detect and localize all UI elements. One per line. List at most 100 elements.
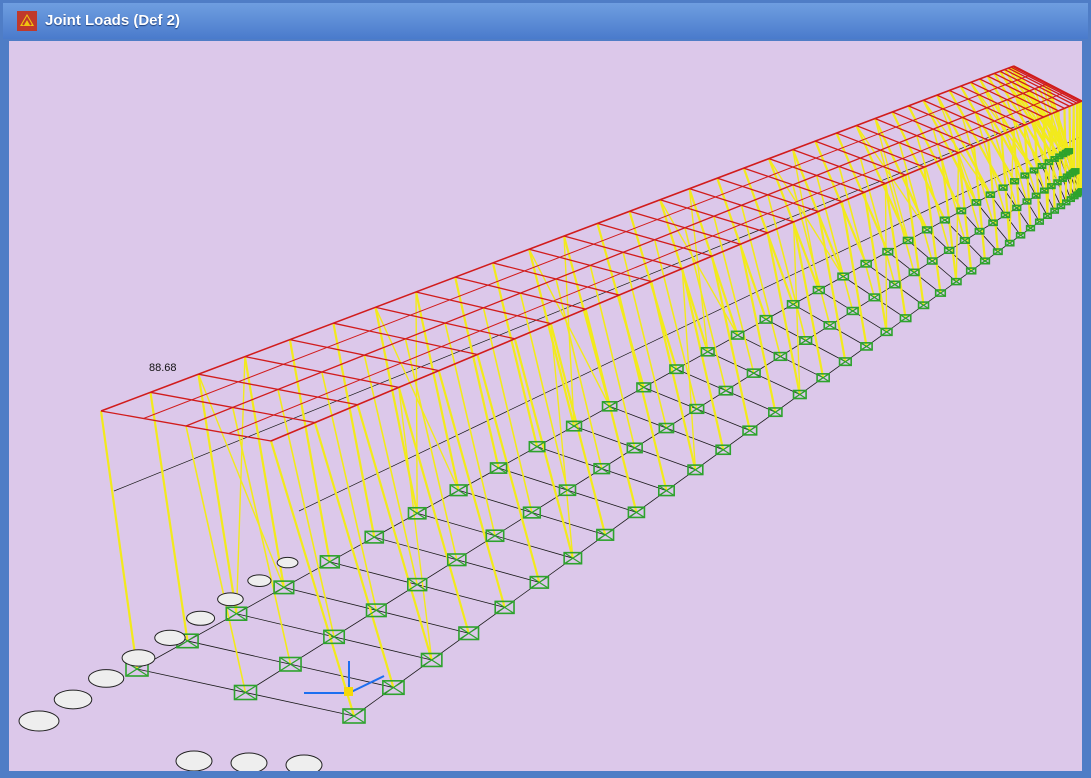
support-symbol: [1010, 178, 1020, 185]
support-symbol-diagonal: [596, 529, 614, 541]
support-symbol: [657, 484, 675, 497]
column: [792, 184, 831, 326]
support-symbol-diagonal: [813, 286, 825, 294]
support-symbol: [279, 656, 302, 672]
x-brace: [235, 356, 246, 614]
column: [99, 410, 139, 670]
support-symbol: [596, 528, 615, 541]
support-symbol-diagonal: [447, 553, 467, 567]
support-symbol: [593, 462, 611, 475]
column: [840, 201, 868, 347]
support-symbol: [998, 184, 1008, 191]
support-symbol-diagonal: [563, 552, 582, 565]
support-symbol: [563, 551, 583, 565]
grid-bubble: [285, 754, 323, 771]
structural-model-3d[interactable]: 88.68: [9, 41, 1082, 771]
support-symbol-diagonal: [747, 368, 761, 378]
support-symbol: [529, 575, 550, 589]
support-symbol: [988, 219, 998, 227]
support-symbol-diagonal: [323, 629, 345, 644]
support-symbol: [365, 603, 387, 618]
support-symbol-diagonal: [951, 278, 962, 286]
column: [978, 78, 1035, 172]
x-brace: [955, 152, 960, 282]
support-symbol: [715, 444, 732, 456]
support-symbol: [342, 708, 366, 724]
column: [884, 183, 907, 319]
support-symbols: [125, 148, 1082, 724]
support-symbol: [1015, 231, 1026, 239]
support-symbol: [658, 422, 675, 434]
support-symbol-diagonal: [715, 444, 731, 455]
column: [681, 268, 725, 451]
support-symbol-diagonal: [364, 530, 384, 544]
column: [1046, 83, 1076, 172]
column: [555, 278, 603, 469]
support-symbol: [1020, 172, 1030, 179]
column: [277, 389, 335, 638]
support-symbol-diagonal: [490, 462, 507, 474]
model-viewport[interactable]: 88.68: [9, 41, 1082, 771]
support-symbol: [956, 207, 967, 215]
title-bar[interactable]: Joint Loads (Def 2): [3, 3, 1088, 39]
roof-purlin: [228, 91, 1066, 434]
support-symbol-diagonal: [889, 280, 901, 289]
support-symbol: [522, 506, 542, 519]
column: [922, 99, 978, 203]
column: [739, 243, 777, 413]
column: [321, 371, 378, 611]
column: [197, 374, 238, 614]
support-symbol-diagonal: [1005, 240, 1015, 247]
column: [519, 292, 569, 491]
column: [716, 177, 768, 320]
column: [916, 135, 950, 251]
x-brace: [855, 125, 928, 231]
support-symbol-diagonal: [421, 652, 443, 667]
support-symbol-diagonal: [1026, 225, 1035, 232]
column: [589, 265, 636, 449]
support-symbol-diagonal: [176, 633, 199, 649]
support-symbol: [1022, 198, 1032, 205]
support-symbol-diagonal: [458, 626, 479, 640]
support-symbol: [273, 580, 295, 595]
column: [356, 404, 433, 661]
support-symbol-diagonal: [494, 600, 515, 614]
support-symbol-diagonal: [1035, 218, 1044, 225]
support-symbol-diagonal: [880, 327, 893, 336]
x-brace: [970, 81, 1035, 171]
support-symbol-diagonal: [847, 307, 859, 315]
support-symbol: [959, 236, 971, 245]
support-symbol: [1031, 192, 1041, 199]
column: [904, 174, 925, 306]
joint-load-label: 88.68: [149, 362, 177, 374]
grid-bubble: [230, 752, 268, 771]
support-symbol-diagonal: [1038, 163, 1046, 169]
column: [859, 157, 896, 285]
support-symbol: [1062, 199, 1071, 206]
column: [713, 216, 755, 374]
support-symbol-diagonal: [1071, 168, 1080, 174]
support-symbol-diagonal: [940, 216, 950, 224]
column: [444, 322, 496, 536]
support-symbol-diagonal: [903, 236, 914, 244]
support-symbol: [225, 606, 248, 622]
support-symbol-diagonal: [993, 248, 1003, 255]
support-symbol: [823, 321, 837, 330]
support-symbol-diagonal: [234, 684, 257, 701]
support-symbol-diagonal: [636, 382, 651, 393]
x-brace: [659, 199, 739, 336]
support-symbol: [759, 314, 773, 324]
roof-eave-beam: [100, 65, 1015, 412]
support-symbol-diagonal: [975, 228, 985, 235]
tie-line: [298, 135, 1082, 512]
column: [414, 291, 460, 491]
support-symbol-diagonal: [449, 484, 468, 497]
support-symbol-diagonal: [559, 484, 576, 496]
support-symbol: [687, 464, 704, 476]
column: [993, 72, 1050, 163]
support-symbol-diagonal: [1030, 167, 1038, 174]
support-symbol: [1064, 148, 1074, 154]
support-symbol: [742, 425, 758, 436]
column: [817, 211, 847, 362]
column: [659, 199, 709, 353]
